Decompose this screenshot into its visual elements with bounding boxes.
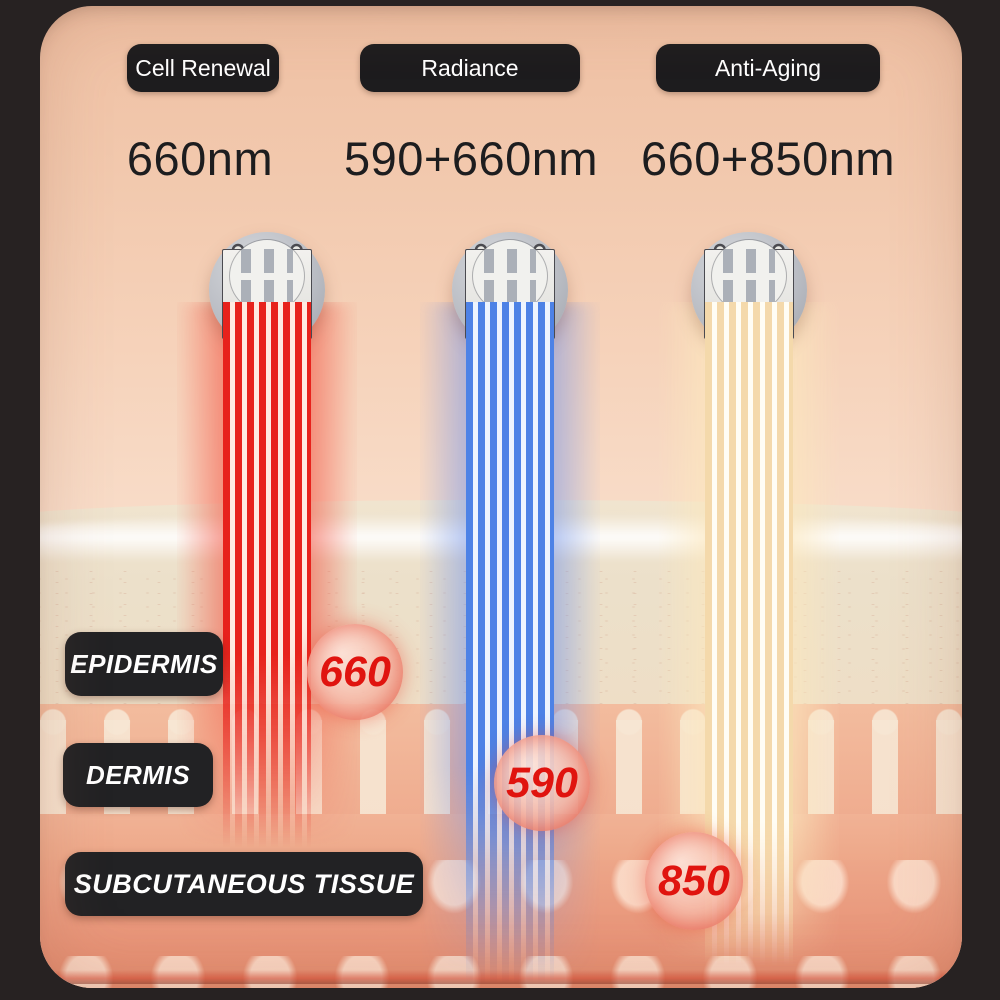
layer-label-epidermis: EPIDERMIS <box>65 632 223 696</box>
mode-badge-radiance: Radiance <box>360 44 580 92</box>
led-slots <box>241 249 293 303</box>
led-slots <box>723 249 775 303</box>
wavelength-cell-renewal: 660nm <box>126 132 274 185</box>
infographic-panel: Cell Renewal Radiance Anti-Aging 660nm 5… <box>40 6 962 988</box>
depth-marker-850: 850 <box>645 832 743 930</box>
led-dome <box>230 240 304 312</box>
led-slots <box>484 249 536 303</box>
depth-marker-590: 590 <box>494 735 590 831</box>
layer-label-subcutaneous-tissue: SUBCUTANEOUS TISSUE <box>65 852 423 916</box>
depth-marker-660: 660 <box>307 624 403 720</box>
mode-badge-cell-renewal: Cell Renewal <box>127 44 279 92</box>
light-beam-blue-590-660 <box>466 302 554 984</box>
light-beam-red-660 <box>223 302 311 870</box>
led-dome <box>473 240 547 312</box>
led-dome <box>712 240 786 312</box>
mode-badge-anti-aging: Anti-Aging <box>656 44 880 92</box>
wavelength-radiance: 590+660nm <box>343 132 599 185</box>
wavelength-anti-aging: 660+850nm <box>640 132 896 185</box>
layer-label-dermis: DERMIS <box>63 743 213 807</box>
